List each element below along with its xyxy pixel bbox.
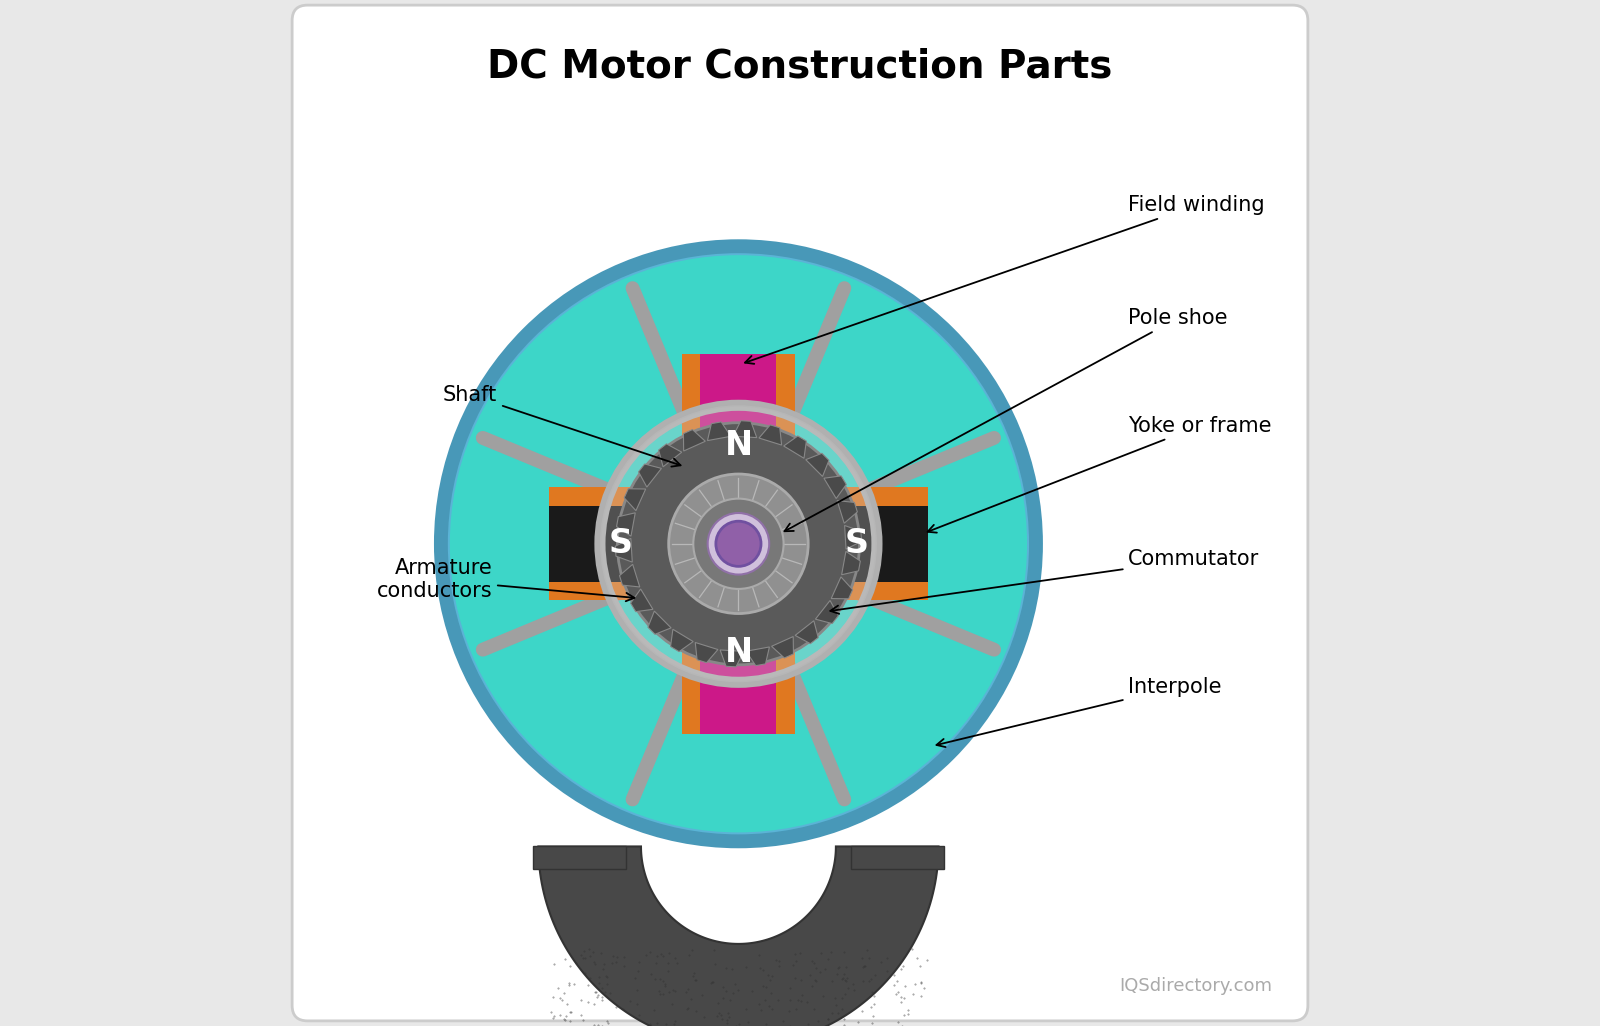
Text: Pole shoe: Pole shoe — [784, 308, 1227, 531]
Bar — [682, 354, 795, 534]
Bar — [701, 554, 776, 734]
Circle shape — [669, 474, 808, 614]
Polygon shape — [758, 425, 782, 445]
Bar — [701, 354, 776, 534]
Polygon shape — [659, 444, 682, 467]
Text: IQSdirectory.com: IQSdirectory.com — [1118, 977, 1272, 995]
Polygon shape — [784, 436, 806, 459]
Text: DC Motor Construction Parts: DC Motor Construction Parts — [488, 47, 1112, 86]
Text: S: S — [845, 527, 869, 560]
Polygon shape — [845, 525, 861, 549]
Polygon shape — [538, 846, 939, 1026]
Polygon shape — [683, 430, 706, 451]
Text: Interpole: Interpole — [936, 677, 1222, 747]
Bar — [726, 474, 749, 614]
Bar — [549, 487, 728, 600]
Polygon shape — [638, 464, 661, 487]
Text: Armature
conductors: Armature conductors — [376, 558, 634, 601]
Polygon shape — [771, 636, 794, 658]
Text: Shaft: Shaft — [443, 385, 680, 467]
Polygon shape — [795, 621, 818, 643]
Circle shape — [442, 246, 1035, 841]
Polygon shape — [624, 488, 646, 511]
Bar — [549, 506, 728, 582]
Bar — [851, 846, 944, 869]
Polygon shape — [616, 513, 635, 537]
Polygon shape — [696, 642, 718, 663]
Text: N: N — [725, 636, 752, 669]
Bar — [669, 534, 808, 556]
Polygon shape — [806, 453, 829, 476]
Text: Yoke or frame: Yoke or frame — [928, 416, 1272, 532]
Circle shape — [600, 405, 877, 682]
Polygon shape — [842, 551, 861, 575]
Circle shape — [715, 521, 762, 566]
Circle shape — [693, 499, 784, 589]
Circle shape — [618, 423, 859, 665]
Text: Field winding: Field winding — [746, 195, 1266, 364]
Circle shape — [450, 255, 1027, 832]
Polygon shape — [648, 611, 670, 634]
Bar — [669, 531, 808, 554]
Polygon shape — [670, 629, 693, 652]
Bar — [728, 474, 750, 614]
Text: N: N — [725, 429, 752, 462]
Bar — [749, 506, 928, 582]
Polygon shape — [824, 476, 846, 499]
Polygon shape — [816, 600, 838, 624]
Polygon shape — [616, 539, 632, 562]
Circle shape — [707, 513, 770, 575]
FancyBboxPatch shape — [293, 5, 1307, 1021]
Bar — [682, 554, 795, 734]
Bar — [533, 846, 626, 869]
Polygon shape — [837, 501, 858, 523]
Polygon shape — [832, 577, 853, 599]
Polygon shape — [746, 647, 770, 666]
Text: Commutator: Commutator — [830, 549, 1259, 614]
Polygon shape — [707, 422, 731, 440]
Polygon shape — [619, 564, 640, 587]
Bar — [749, 487, 928, 600]
Polygon shape — [733, 421, 757, 438]
Text: S: S — [608, 527, 632, 560]
Polygon shape — [720, 649, 744, 667]
Polygon shape — [630, 589, 653, 611]
